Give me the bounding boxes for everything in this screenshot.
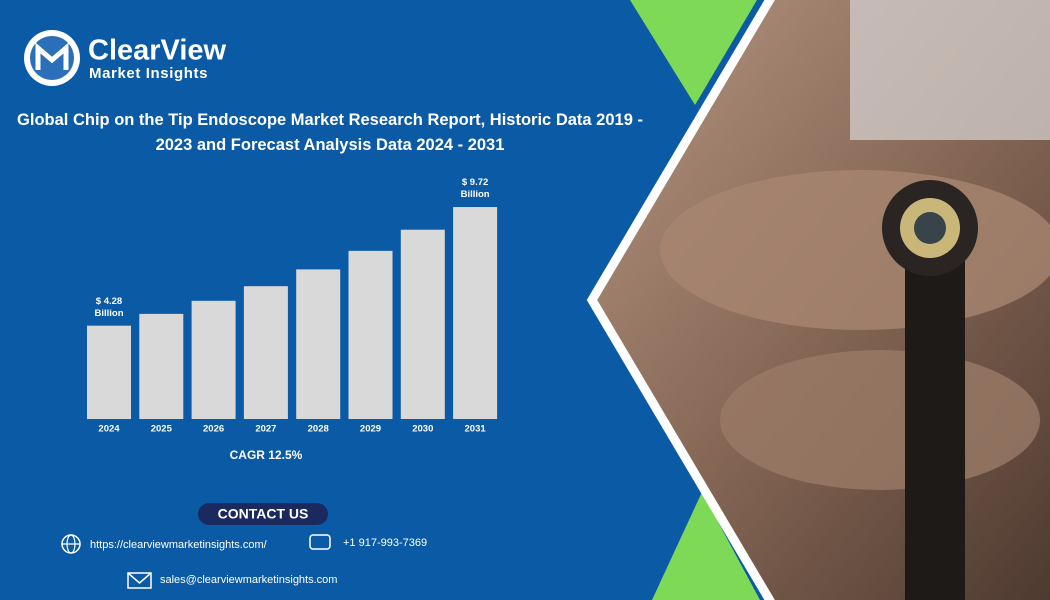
bar (191, 300, 236, 419)
bar (243, 286, 288, 419)
x-tick-label: 2030 (412, 424, 433, 435)
cagr: CAGR 12.5% (230, 448, 303, 462)
logo-icon (35, 42, 69, 70)
value-label: $ 9.72 Billion (460, 177, 490, 200)
brand-name: ClearView (88, 35, 227, 67)
bar (296, 269, 341, 419)
chevron (586, 0, 775, 600)
cable (905, 230, 965, 600)
bar (87, 325, 131, 419)
mail-icon (127, 572, 152, 589)
bar (348, 250, 393, 419)
x-tick-label: 2031 (465, 424, 487, 435)
photo-bg (850, 0, 1050, 140)
x-tick-label: 2024 (98, 424, 120, 435)
lens (914, 212, 946, 244)
mail-icon (127, 572, 152, 584)
contact-heading: CONTACT US (218, 506, 309, 522)
x-tick-label: 2027 (255, 424, 276, 435)
phone-icon (309, 534, 331, 550)
accent (652, 492, 760, 600)
finger (660, 170, 1050, 330)
website[interactable]: https://clearviewmarketinsights.com/ (90, 539, 268, 551)
phone[interactable]: +1 917-993-7369 (343, 537, 427, 549)
brand-tagline: Market Insights (89, 65, 208, 82)
bar (400, 229, 445, 419)
finger (720, 350, 1040, 490)
x-tick-label: 2025 (151, 424, 173, 435)
bar (139, 313, 184, 419)
bar (453, 207, 498, 419)
chart-title: Global Chip on the Tip Endoscope Market … (17, 111, 643, 154)
accent (630, 0, 757, 105)
contact-pill (198, 503, 328, 525)
x-tick-label: 2029 (360, 424, 381, 435)
email[interactable]: sales@clearviewmarketinsights.com (160, 574, 337, 586)
x-tick-label: 2028 (308, 424, 329, 435)
x-tick-label: 2026 (203, 424, 224, 435)
value-label: $ 4.28 Billion (94, 295, 124, 319)
